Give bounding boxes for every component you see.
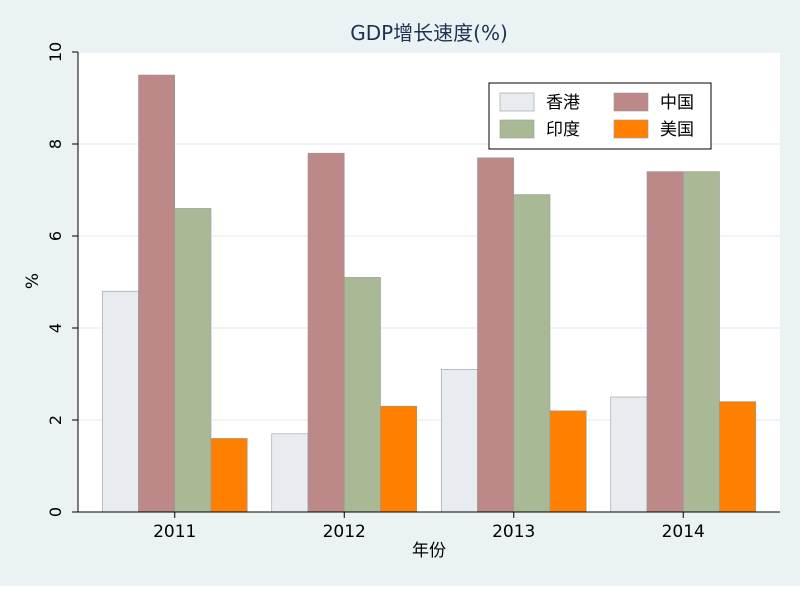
bar: [138, 74, 176, 513]
y-tick-label: 10: [46, 42, 65, 62]
bar: [380, 405, 418, 513]
bar: [174, 208, 212, 513]
bar: [343, 277, 381, 513]
legend-label: 中国: [660, 93, 694, 113]
bar: [210, 438, 248, 513]
bar: [477, 157, 515, 513]
x-tick-label: 2011: [153, 522, 196, 542]
y-tick-label: 0: [46, 507, 65, 517]
y-tick-label: 8: [46, 139, 65, 149]
bar: [101, 290, 139, 513]
bar: [440, 369, 478, 513]
y-ticks: 0 2 4 6 8 10: [46, 42, 78, 517]
bar: [682, 171, 720, 513]
x-ticks: 2011 2012 2013 2014: [153, 512, 705, 542]
y-axis-label: %: [23, 273, 43, 289]
legend-label: 香港: [546, 93, 580, 113]
bar: [513, 194, 551, 513]
bar: [610, 396, 648, 513]
x-tick-label: 2012: [323, 522, 366, 542]
legend-label: 美国: [660, 120, 694, 140]
y-tick-label: 6: [46, 231, 65, 241]
legend-swatch: [499, 119, 535, 139]
legend-swatch: [613, 92, 649, 112]
legend-label: 印度: [546, 120, 580, 140]
y-tick-label: 4: [46, 323, 65, 333]
legend-swatch: [613, 119, 649, 139]
y-tick-label: 2: [46, 415, 65, 425]
x-axis-label: 年份: [412, 541, 446, 561]
bar: [549, 410, 587, 513]
axes: [77, 52, 780, 513]
bars: [101, 74, 757, 513]
bar: [271, 433, 309, 513]
x-tick-label: 2013: [492, 522, 535, 542]
legend-swatch: [499, 92, 535, 112]
bar: [307, 152, 345, 513]
bar: [646, 171, 684, 513]
bar: [719, 401, 757, 513]
chart-title: GDP增长速度(%): [350, 21, 508, 45]
x-tick-label: 2014: [662, 522, 705, 542]
